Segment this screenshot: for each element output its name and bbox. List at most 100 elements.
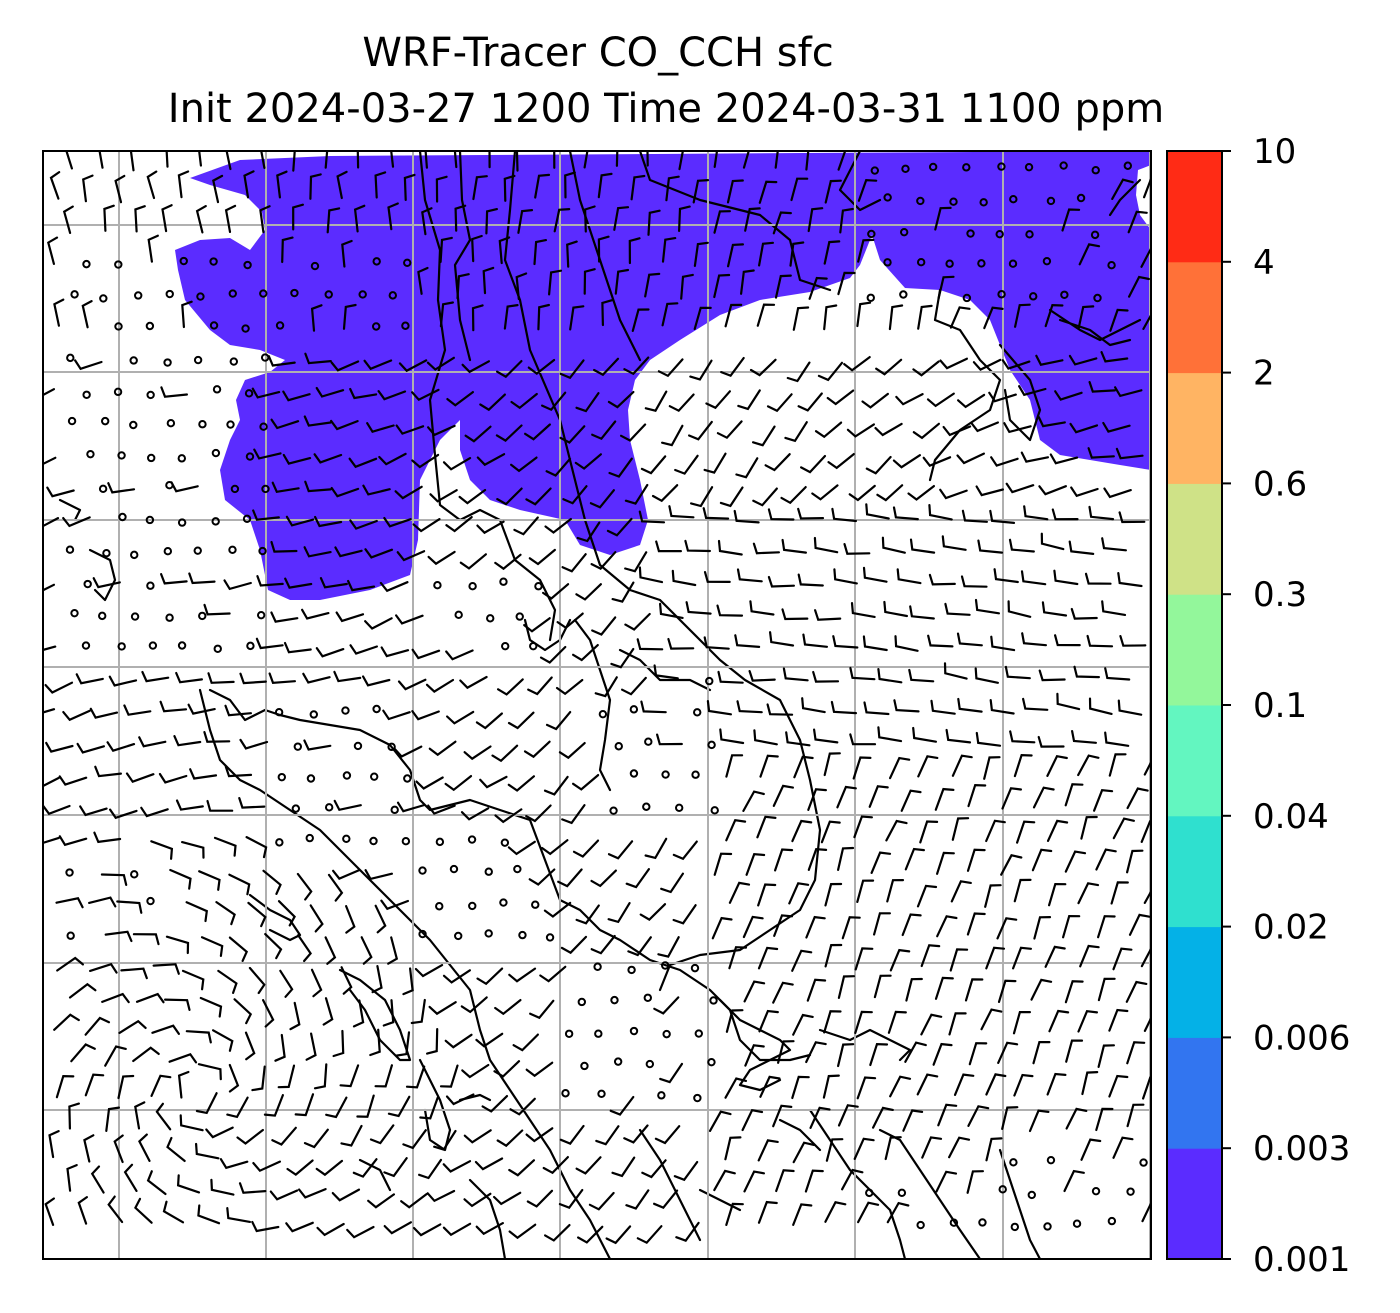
wind-barb [672,904,697,925]
wind-barb [364,617,393,630]
wind-barb [77,1196,88,1225]
wind-barb [271,481,300,494]
wind-barb [292,203,304,231]
calm-wind-marker [1072,1219,1082,1228]
wind-barb [861,392,889,409]
wind-barb [752,542,780,555]
wind-barb [874,422,903,437]
wind-barb [349,387,378,400]
wind-barb [459,553,487,570]
wind-barb [1108,1074,1129,1098]
wind-barb [941,535,967,551]
wind-barb [70,1043,96,1063]
wind-barb [322,997,334,1026]
wind-barb [638,510,666,524]
wind-barb [88,896,117,908]
wind-barb [120,967,148,980]
wind-barb [427,804,456,815]
wind-barb [116,900,143,914]
wind-barb [591,420,617,441]
wind-barb [608,457,633,478]
wind-barb [1126,1103,1145,1128]
wind-barb [590,934,616,955]
wind-barb [160,573,188,585]
wind-barb [1030,978,1053,1001]
wind-barb [380,646,410,658]
wind-barb [1081,1071,1099,1096]
wind-barb [364,869,393,881]
wind-barb [850,602,876,618]
wind-barb [856,301,872,328]
colorbar-segment [1167,594,1222,706]
wind-barb [644,837,668,860]
wind-barb [1065,1107,1088,1130]
wind-barb [476,453,506,467]
wind-barb [772,1104,793,1128]
wind-barb [912,422,940,440]
wind-barb [613,206,630,231]
wind-barb [245,836,268,859]
wind-barb [607,840,634,860]
wind-barb [711,916,733,940]
wind-barb [539,965,567,983]
wind-barb [974,598,1000,615]
wind-barb [533,239,547,266]
wind-barb [387,936,399,965]
wind-barb [158,772,188,784]
wind-barb [793,755,814,779]
wind-barb [195,205,207,234]
wind-barb [930,699,956,715]
wind-barb [508,1223,537,1240]
wind-barb [140,806,169,818]
wind-barb [428,1001,457,1016]
colorbar-tick-label: 0.04 [1253,797,1329,837]
wind-barb [561,553,587,573]
calm-wind-marker [597,1089,606,1098]
wind-barb [668,505,695,519]
wind-barb [1063,1169,1085,1193]
wind-barb [589,489,615,509]
calm-wind-marker [691,770,700,779]
calm-wind-marker [629,769,639,778]
wind-barb [895,393,924,406]
wind-barb [849,666,876,681]
wind-barb [387,202,399,231]
wind-barb [66,1164,78,1192]
wind-barb [304,480,332,493]
wind-barb [558,742,586,760]
wind-barb [108,675,138,687]
colorbar-segment [1167,151,1222,263]
wind-barb [862,566,888,583]
calm-wind-marker [211,448,221,458]
calm-wind-marker [291,804,301,813]
wind-barb [848,484,876,502]
wind-barb [833,568,858,585]
wind-barb [374,171,387,199]
wind-barb [327,873,344,902]
wind-barb [943,662,968,680]
calm-wind-marker [564,1029,574,1038]
wind-barb [623,356,650,376]
wind-barb [1013,753,1033,778]
wind-barb [717,670,744,684]
colorbar-tick-label: 0.001 [1253,1240,1350,1280]
wind-barb [726,179,744,204]
calm-wind-marker [899,290,908,299]
wind-barb [966,912,986,936]
wind-barb [791,949,813,972]
wind-barb [889,756,911,780]
wind-barb [800,454,827,474]
wind-barb [672,840,698,861]
calm-wind-marker [594,1029,603,1038]
wind-barb [397,678,427,691]
calm-wind-marker [401,321,410,330]
wind-barb [164,998,191,1011]
wind-barb [1068,354,1098,366]
wind-barb [224,704,252,717]
calm-wind-marker [897,1188,907,1197]
wind-barb [646,151,649,167]
wind-barb [332,868,361,880]
wind-barb [1001,359,1031,370]
wind-barb [728,881,751,904]
wind-barb [583,268,596,295]
